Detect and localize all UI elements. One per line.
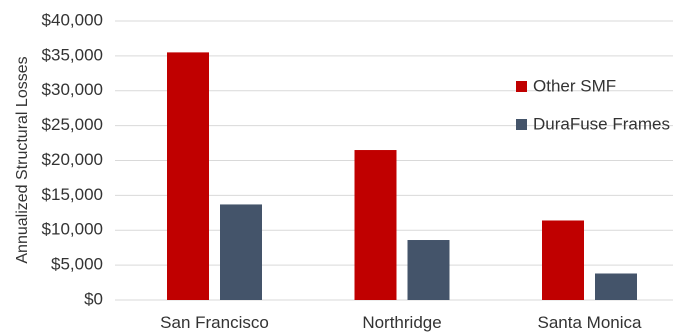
x-category-label: San Francisco — [160, 313, 269, 332]
y-tick-label: $5,000 — [51, 255, 103, 274]
bar-other-smf-northridge — [354, 150, 397, 300]
y-tick-label: $30,000 — [42, 80, 103, 99]
bars — [167, 52, 637, 301]
y-tick-label: $20,000 — [42, 150, 103, 169]
y-tick-label: $15,000 — [42, 185, 103, 204]
bar-durafuse-frames-santa-monica — [595, 273, 637, 300]
y-tick-label: $35,000 — [42, 45, 103, 64]
bar-other-smf-santa-monica — [542, 220, 584, 300]
x-axis-categories: San Francisco Northridge Santa Monica — [160, 313, 642, 332]
y-tick-label: $0 — [84, 289, 103, 308]
y-axis-ticks: $0 $5,000 $10,000 $15,000 $20,000 $25,000 $30,… — [42, 10, 103, 308]
y-tick-label: $25,000 — [42, 115, 103, 134]
y-tick-label: $10,000 — [42, 220, 103, 239]
bar-other-smf-san-francisco — [167, 52, 209, 301]
x-category-label: Santa Monica — [538, 313, 642, 332]
legend-label: Other SMF — [533, 76, 616, 95]
y-axis-label: Annualized Structural Losses — [14, 56, 31, 263]
bar-durafuse-frames-northridge — [407, 240, 450, 300]
bar-durafuse-frames-san-francisco — [220, 204, 262, 300]
legend: Other SMF DuraFuse Frames — [516, 76, 670, 133]
x-category-label: Northridge — [362, 313, 441, 332]
legend-swatch — [516, 119, 527, 130]
legend-label: DuraFuse Frames — [533, 114, 670, 133]
y-tick-label: $40,000 — [42, 10, 103, 29]
legend-swatch — [516, 81, 527, 92]
